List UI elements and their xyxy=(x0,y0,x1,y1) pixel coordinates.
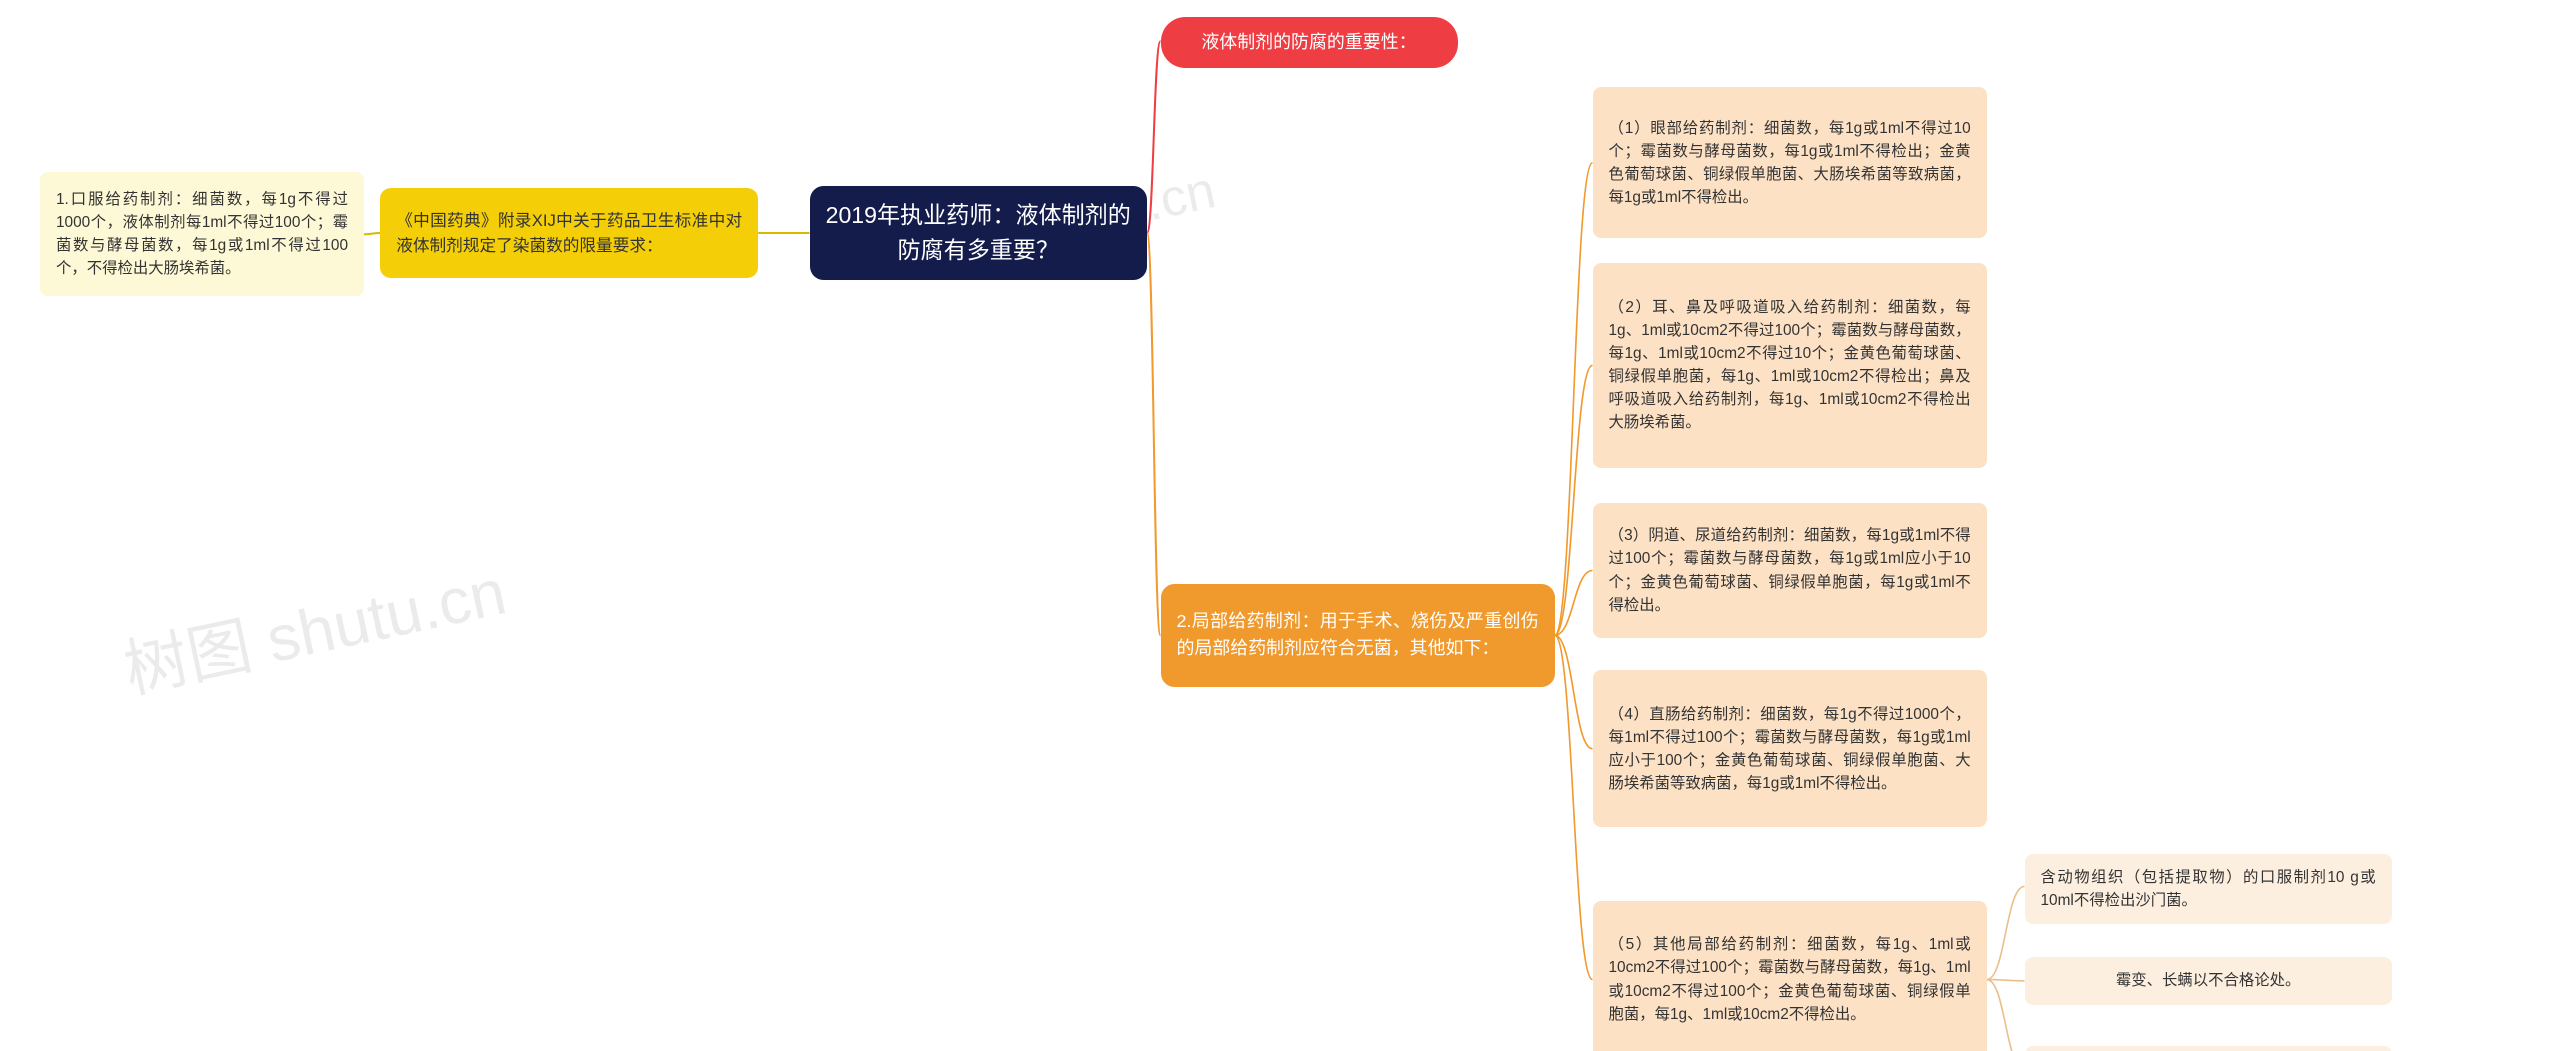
leaf-animal-tissue[interactable]: 含动物组织（包括提取物）的口服制剂10 g或10ml不得检出沙门菌。 xyxy=(2025,854,2392,924)
branch-topical-label: 2.局部给药制剂：用于手术、烧伤及严重创伤的局部给药制剂应符合无菌，其他如下： xyxy=(1177,608,1539,662)
branch-topical[interactable]: 2.局部给药制剂：用于手术、烧伤及严重创伤的局部给药制剂应符合无菌，其他如下： xyxy=(1161,584,1555,687)
leaf-raw-material[interactable]: 原料药参照相应制剂微生物限度标准执行。 xyxy=(2025,1046,2392,1051)
branch-importance[interactable]: 液体制剂的防腐的重要性： xyxy=(1161,17,1458,68)
leaf-other-topical[interactable]: （5）其他局部给药制剂：细菌数，每1g、1ml或10cm2不得过100个；霉菌数… xyxy=(1593,901,1987,1051)
leaf-ear-nose-label: （2）耳、鼻及呼吸道吸入给药制剂：细菌数，每1g、1ml或10cm2不得过100… xyxy=(1609,296,1971,434)
leaf-oral[interactable]: 1.口服给药制剂：细菌数，每1g不得过1000个，液体制剂每1ml不得过100个… xyxy=(40,172,364,296)
leaf-eye[interactable]: （1）眼部给药制剂：细菌数，每1g或1ml不得过10个；霉菌数与酵母菌数，每1g… xyxy=(1593,87,1987,238)
leaf-oral-label: 1.口服给药制剂：细菌数，每1g不得过1000个，液体制剂每1ml不得过100个… xyxy=(56,188,348,280)
leaf-rectal-label: （4）直肠给药制剂：细菌数，每1g不得过1000个，每1ml不得过100个；霉菌… xyxy=(1609,703,1971,795)
leaf-eye-label: （1）眼部给药制剂：细菌数，每1g或1ml不得过10个；霉菌数与酵母菌数，每1g… xyxy=(1609,117,1971,209)
leaf-mold-label: 霉变、长螨以不合格论处。 xyxy=(2116,969,2301,992)
leaf-other-topical-label: （5）其他局部给药制剂：细菌数，每1g、1ml或10cm2不得过100个；霉菌数… xyxy=(1609,933,1971,1025)
leaf-animal-tissue-label: 含动物组织（包括提取物）的口服制剂10 g或10ml不得检出沙门菌。 xyxy=(2041,866,2376,912)
leaf-mold[interactable]: 霉变、长螨以不合格论处。 xyxy=(2025,957,2392,1006)
branch-pharmacopoeia[interactable]: 《中国药典》附录XIJ中关于药品卫生标准中对液体制剂规定了染菌数的限量要求： xyxy=(380,188,758,277)
root-node[interactable]: 2019年执业药师：液体制剂的防腐有多重要？ xyxy=(810,186,1148,281)
watermark: 树图 shutu.cn xyxy=(115,541,513,712)
branch-importance-label: 液体制剂的防腐的重要性： xyxy=(1201,29,1416,56)
leaf-vaginal-label: （3）阴道、尿道给药制剂：细菌数，每1g或1ml不得过100个；霉菌数与酵母菌数… xyxy=(1609,524,1971,616)
branch-pharmacopoeia-label: 《中国药典》附录XIJ中关于药品卫生标准中对液体制剂规定了染菌数的限量要求： xyxy=(396,208,742,258)
leaf-vaginal[interactable]: （3）阴道、尿道给药制剂：细菌数，每1g或1ml不得过100个；霉菌数与酵母菌数… xyxy=(1593,503,1987,638)
leaf-rectal[interactable]: （4）直肠给药制剂：细菌数，每1g不得过1000个，每1ml不得过100个；霉菌… xyxy=(1593,670,1987,827)
leaf-ear-nose[interactable]: （2）耳、鼻及呼吸道吸入给药制剂：细菌数，每1g、1ml或10cm2不得过100… xyxy=(1593,263,1987,468)
root-label: 2019年执业药师：液体制剂的防腐有多重要？ xyxy=(826,198,1132,267)
